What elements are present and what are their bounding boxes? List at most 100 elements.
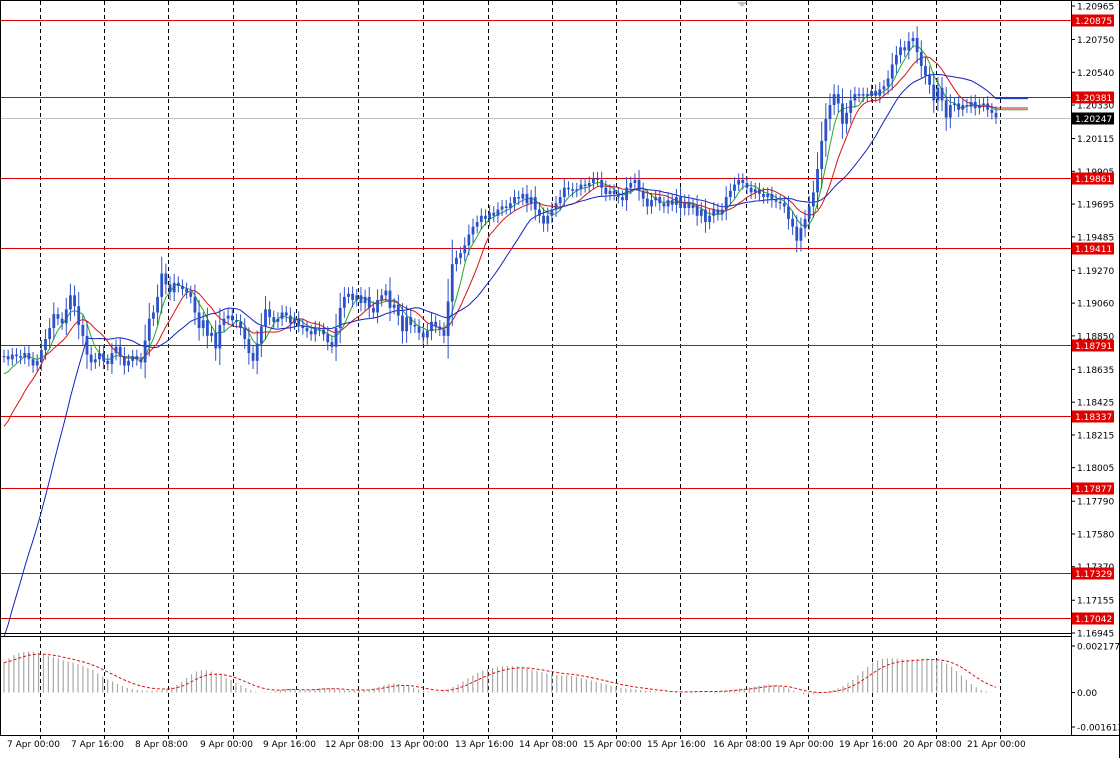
- shift-marker-icon[interactable]: [737, 2, 747, 7]
- price-bar-body: [6, 356, 10, 360]
- price-bar-body: [874, 91, 878, 96]
- x-tick-label: 7 Apr 00:00: [7, 740, 60, 750]
- y-tick-label: 1.19695: [1077, 201, 1114, 211]
- price-bar-body: [276, 318, 280, 322]
- price-bar-body: [774, 200, 778, 202]
- current-price-bg: [1072, 112, 1114, 125]
- price-bar-body: [185, 289, 189, 293]
- price-bar-body: [529, 197, 533, 204]
- price-bar-body: [442, 329, 446, 336]
- price-bar-body: [637, 179, 641, 191]
- price-bar-body: [894, 55, 898, 65]
- price-bar-body: [35, 360, 39, 366]
- price-bar-body: [168, 284, 172, 293]
- x-tick-label: 14 Apr 08:00: [519, 740, 578, 750]
- price-bar-body: [81, 324, 85, 336]
- price-bar-body: [716, 209, 720, 215]
- x-tick-label: 19 Apr 16:00: [839, 740, 898, 750]
- price-bar-body: [977, 105, 981, 109]
- price-bar-body: [214, 332, 218, 349]
- y-tick-label: 1.19270: [1077, 267, 1114, 277]
- level-label: 1.17329: [1075, 570, 1112, 580]
- price-bar-body: [347, 293, 350, 297]
- price-bar-body: [770, 193, 774, 201]
- price-bar-body: [820, 140, 824, 169]
- price-bar-body: [160, 273, 164, 297]
- price-bar-body: [205, 320, 209, 336]
- price-bar-body: [591, 178, 595, 184]
- price-bar-body: [122, 356, 126, 366]
- price-bar-body: [670, 200, 674, 205]
- price-bar-body: [392, 304, 396, 308]
- y-tick-label: 1.17155: [1077, 597, 1114, 607]
- price-bar-body: [23, 353, 27, 358]
- price-bar-body: [484, 215, 487, 219]
- osc-tick-label: -0.001613: [1077, 724, 1120, 734]
- price-bar-body: [699, 209, 703, 216]
- price-bar-body: [69, 295, 72, 310]
- price-bar-body: [961, 105, 965, 110]
- price-bar-body: [853, 94, 857, 101]
- y-tick-label: 1.17580: [1077, 530, 1114, 540]
- x-tick-label: 13 Apr 16:00: [455, 740, 514, 750]
- price-bar-body: [903, 47, 907, 51]
- price-bar-body: [235, 320, 238, 322]
- price-bar-body: [994, 112, 998, 118]
- price-bar-body: [226, 315, 230, 319]
- price-bar-body: [326, 334, 330, 343]
- price-bar-body: [363, 296, 367, 304]
- price-bar-body: [268, 309, 272, 318]
- price-bar-body: [438, 326, 442, 330]
- price-bar-body: [571, 189, 575, 191]
- price-bar-body: [27, 353, 31, 360]
- price-bar-body: [650, 200, 653, 207]
- price-bar-body: [218, 324, 222, 349]
- price-bar-body: [500, 206, 504, 210]
- price-bar-body: [575, 189, 579, 191]
- price-bar-body: [85, 335, 89, 355]
- price-bar-body: [301, 324, 305, 329]
- price-bar-body: [334, 328, 338, 347]
- price-bar-body: [517, 197, 521, 199]
- price-bar-body: [608, 190, 612, 194]
- price-bar-body: [139, 359, 143, 363]
- price-bar-body: [596, 178, 599, 180]
- price-bar-body: [259, 326, 263, 344]
- y-tick-label: 1.20965: [1077, 3, 1114, 13]
- y-tick-label: 1.18425: [1077, 399, 1114, 409]
- price-bar-body: [616, 193, 620, 198]
- x-tick-label: 16 Apr 08:00: [713, 740, 772, 750]
- price-bar-body: [899, 47, 902, 56]
- price-bar-body: [828, 105, 832, 120]
- price-bar-body: [791, 218, 795, 227]
- price-bar-body: [986, 103, 990, 110]
- price-bar-body: [135, 356, 139, 360]
- price-bar-body: [73, 295, 76, 307]
- y-tick-label: 1.18850: [1077, 332, 1114, 342]
- price-bar-body: [542, 215, 545, 224]
- price-bar-body: [990, 109, 994, 113]
- signal-line: [3, 653, 997, 693]
- price-bar-body: [114, 346, 118, 354]
- level-label: 1.19411: [1075, 245, 1112, 255]
- price-bar-body: [795, 226, 799, 241]
- price-bar-body: [953, 103, 956, 106]
- price-bar-body: [131, 356, 135, 361]
- price-bar-body: [60, 318, 64, 324]
- price-bar-body: [181, 285, 184, 290]
- price-bar-body: [782, 203, 786, 207]
- price-bar-body: [621, 197, 624, 201]
- price-bar-body: [127, 360, 130, 366]
- price-bar-body: [342, 296, 346, 308]
- price-bar-body: [488, 212, 492, 219]
- price-bar-body: [778, 201, 782, 204]
- price-bar-body: [110, 353, 114, 364]
- x-tick-label: 15 Apr 00:00: [583, 740, 642, 750]
- level-label-bg: [1072, 410, 1114, 423]
- price-bar-body: [965, 105, 969, 107]
- x-tick-label: 20 Apr 08:00: [903, 740, 962, 750]
- y-tick-label: 1.20330: [1077, 102, 1114, 112]
- price-bar-body: [98, 353, 101, 360]
